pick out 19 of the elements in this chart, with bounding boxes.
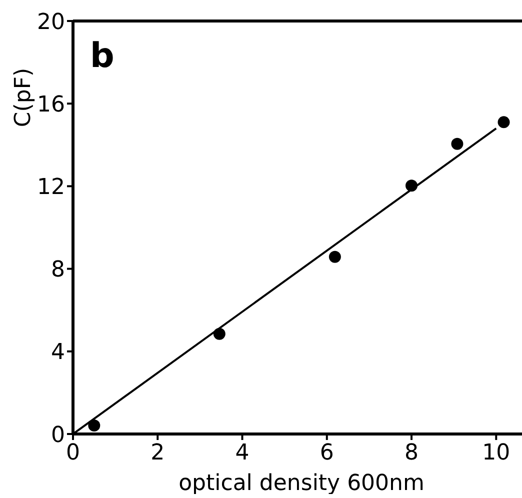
point (88, 420, 100, 432)
x-tick-label: 4 (235, 440, 250, 466)
x-tick-label: 8 (404, 440, 419, 466)
x-tick-label: 10 (482, 440, 510, 466)
y-tick-label: 0 (51, 422, 65, 448)
y-tick-label: 20 (37, 10, 65, 35)
x-tick-label: 2 (150, 440, 165, 466)
point (406, 180, 418, 192)
point (451, 138, 464, 150)
y-tick-label: 8 (51, 258, 65, 283)
x-tick-label: 6 (320, 440, 334, 466)
y-tick-label: 12 (37, 175, 65, 200)
point (498, 116, 510, 128)
point (328, 250, 341, 263)
y-tick-label: 4 (51, 340, 65, 366)
y-axis-title: C(pF) (10, 68, 36, 128)
point (213, 328, 226, 340)
y-tick-label: 16 (37, 92, 65, 118)
annotation: b (90, 36, 114, 76)
